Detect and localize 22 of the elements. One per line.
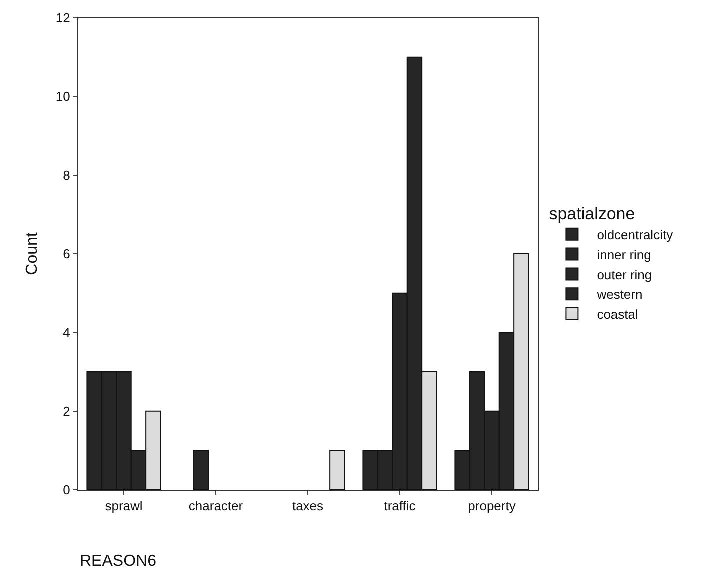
legend-label: oldcentralcity xyxy=(597,227,674,242)
y-tick-label: 10 xyxy=(56,89,70,104)
y-tick-label: 12 xyxy=(56,10,70,26)
x-tick-label: sprawl xyxy=(105,498,143,514)
legend-label: inner ring xyxy=(597,247,652,262)
legend-label: outer ring xyxy=(597,267,652,282)
x-tick-label: taxes xyxy=(292,498,324,514)
y-tick-label: 4 xyxy=(63,325,70,340)
x-tick-label: traffic xyxy=(384,498,416,514)
y-tick-label: 2 xyxy=(63,404,70,419)
y-tick-label: 6 xyxy=(63,246,70,262)
x-tick-label: character xyxy=(188,498,244,514)
x-axis-title: REASON6 xyxy=(80,553,157,570)
x-tick-label: property xyxy=(468,498,516,514)
bar xyxy=(193,450,210,490)
y-tick-label: 8 xyxy=(63,168,70,183)
y-tick-label: 0 xyxy=(63,482,70,498)
y-axis-title: Count xyxy=(24,232,41,276)
bar xyxy=(330,450,346,490)
legend-title: spatialzone xyxy=(549,204,636,224)
legend-label: coastal xyxy=(597,307,638,322)
legend-label: western xyxy=(596,287,643,302)
